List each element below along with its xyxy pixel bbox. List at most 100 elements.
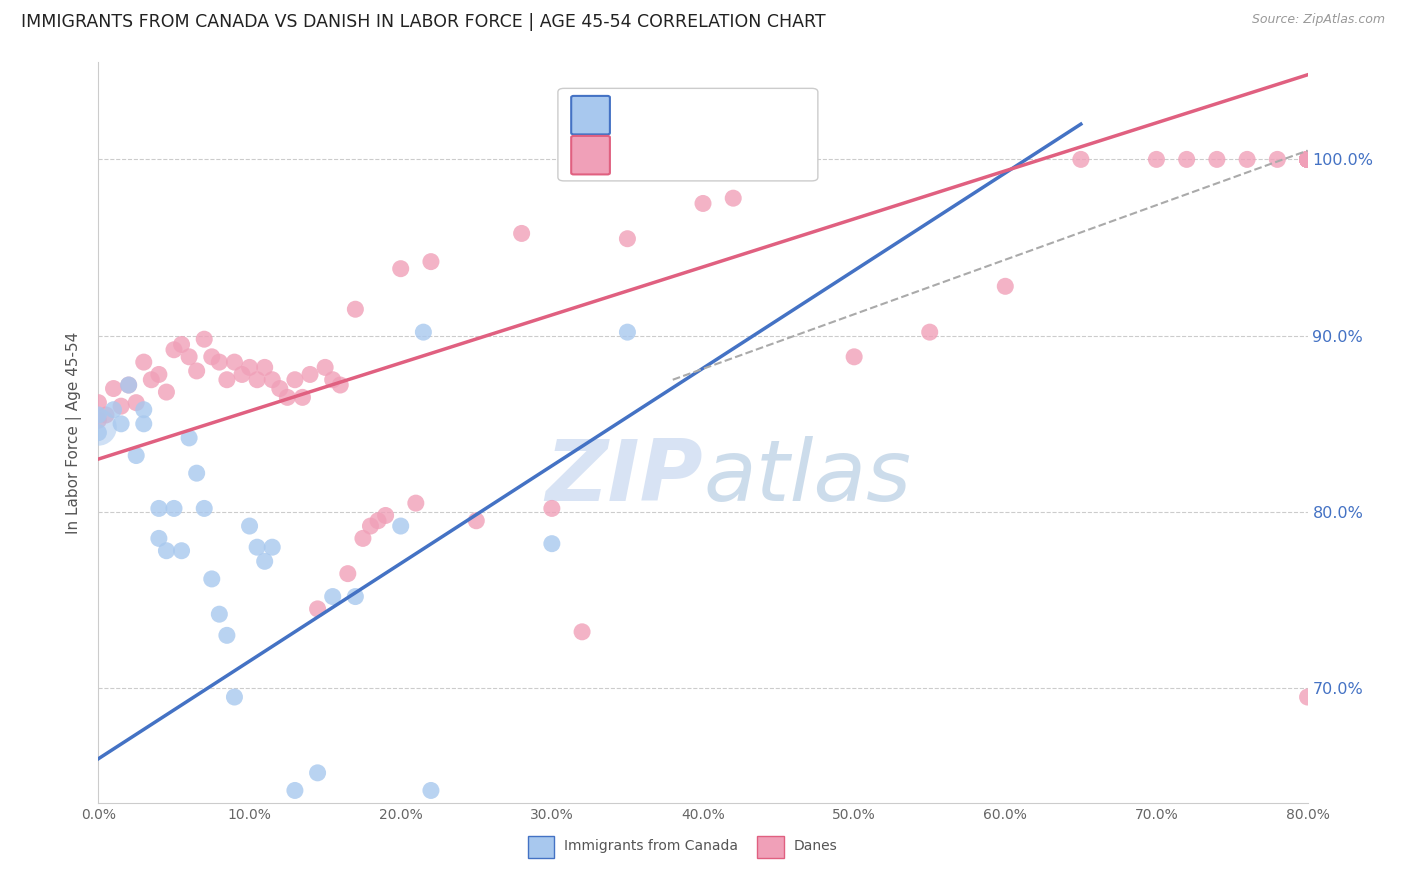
Point xyxy=(155,543,177,558)
Point xyxy=(389,261,412,276)
Point xyxy=(132,417,155,431)
Text: N = 35: N = 35 xyxy=(717,103,780,120)
Point xyxy=(87,395,110,409)
Point xyxy=(307,602,329,616)
Point xyxy=(246,373,269,387)
Point xyxy=(616,232,638,246)
Point xyxy=(1267,153,1289,167)
Point xyxy=(540,501,562,516)
Point xyxy=(1296,153,1319,167)
Point xyxy=(616,325,638,339)
Text: Source: ZipAtlas.com: Source: ZipAtlas.com xyxy=(1251,13,1385,27)
Point xyxy=(329,378,352,392)
Point xyxy=(239,519,262,533)
Point xyxy=(186,466,208,480)
FancyBboxPatch shape xyxy=(558,88,818,181)
Text: Danes: Danes xyxy=(793,838,838,853)
Point xyxy=(994,279,1017,293)
Point xyxy=(262,540,284,554)
Point xyxy=(284,373,307,387)
Point xyxy=(118,378,141,392)
Point xyxy=(132,355,155,369)
Point xyxy=(336,566,359,581)
Point xyxy=(94,408,117,422)
Point xyxy=(307,765,329,780)
Point xyxy=(844,350,866,364)
Point xyxy=(389,519,412,533)
Point xyxy=(360,519,382,533)
Point xyxy=(148,501,170,516)
Point xyxy=(170,337,193,351)
Text: R = 0.395: R = 0.395 xyxy=(614,103,706,120)
Point xyxy=(1296,153,1319,167)
Point xyxy=(322,590,344,604)
Point xyxy=(170,543,193,558)
Point xyxy=(284,783,307,797)
Point xyxy=(1296,153,1319,167)
Point xyxy=(1296,153,1319,167)
Text: atlas: atlas xyxy=(703,435,911,518)
Point xyxy=(322,373,344,387)
Point xyxy=(291,390,314,404)
Point xyxy=(253,554,276,568)
Point xyxy=(246,540,269,554)
Point xyxy=(299,368,322,382)
Point xyxy=(540,536,562,550)
Point xyxy=(253,360,276,375)
Bar xyxy=(758,836,785,858)
Point xyxy=(1296,153,1319,167)
Point xyxy=(87,420,110,434)
Point xyxy=(193,332,215,346)
Point xyxy=(163,501,186,516)
Point xyxy=(148,532,170,546)
Point xyxy=(723,191,745,205)
Point xyxy=(208,607,231,622)
Point xyxy=(344,302,367,317)
Point xyxy=(87,408,110,422)
Point xyxy=(1236,153,1258,167)
Point xyxy=(215,628,238,642)
Point xyxy=(193,501,215,516)
Point xyxy=(1296,153,1319,167)
Point xyxy=(148,368,170,382)
Point xyxy=(367,514,389,528)
Text: ZIP: ZIP xyxy=(546,435,703,518)
Point xyxy=(352,532,374,546)
Point xyxy=(208,355,231,369)
Text: IMMIGRANTS FROM CANADA VS DANISH IN LABOR FORCE | AGE 45-54 CORRELATION CHART: IMMIGRANTS FROM CANADA VS DANISH IN LABO… xyxy=(21,13,825,31)
Point xyxy=(262,373,284,387)
Bar xyxy=(527,836,554,858)
Point xyxy=(215,373,238,387)
Text: Immigrants from Canada: Immigrants from Canada xyxy=(564,838,738,853)
Point xyxy=(510,227,533,241)
Text: R = 0.468: R = 0.468 xyxy=(614,145,704,162)
Point xyxy=(1296,153,1319,167)
Point xyxy=(276,390,298,404)
Point xyxy=(179,350,201,364)
Point xyxy=(87,425,110,440)
Point xyxy=(103,382,125,396)
Point xyxy=(110,399,132,413)
Point xyxy=(186,364,208,378)
Point xyxy=(201,572,224,586)
Point xyxy=(692,196,714,211)
Point xyxy=(87,413,110,427)
Point xyxy=(1296,153,1319,167)
Point xyxy=(132,402,155,417)
Point xyxy=(1175,153,1198,167)
Point xyxy=(420,783,443,797)
Point xyxy=(110,417,132,431)
Point xyxy=(179,431,201,445)
Point xyxy=(465,514,488,528)
FancyBboxPatch shape xyxy=(571,136,610,175)
Point xyxy=(231,368,253,382)
Point xyxy=(224,355,246,369)
Point xyxy=(314,360,336,375)
Point xyxy=(125,395,148,409)
Point xyxy=(155,385,177,400)
Point xyxy=(118,378,141,392)
Point xyxy=(201,350,224,364)
Point xyxy=(103,402,125,417)
Point xyxy=(405,496,427,510)
Point xyxy=(239,360,262,375)
